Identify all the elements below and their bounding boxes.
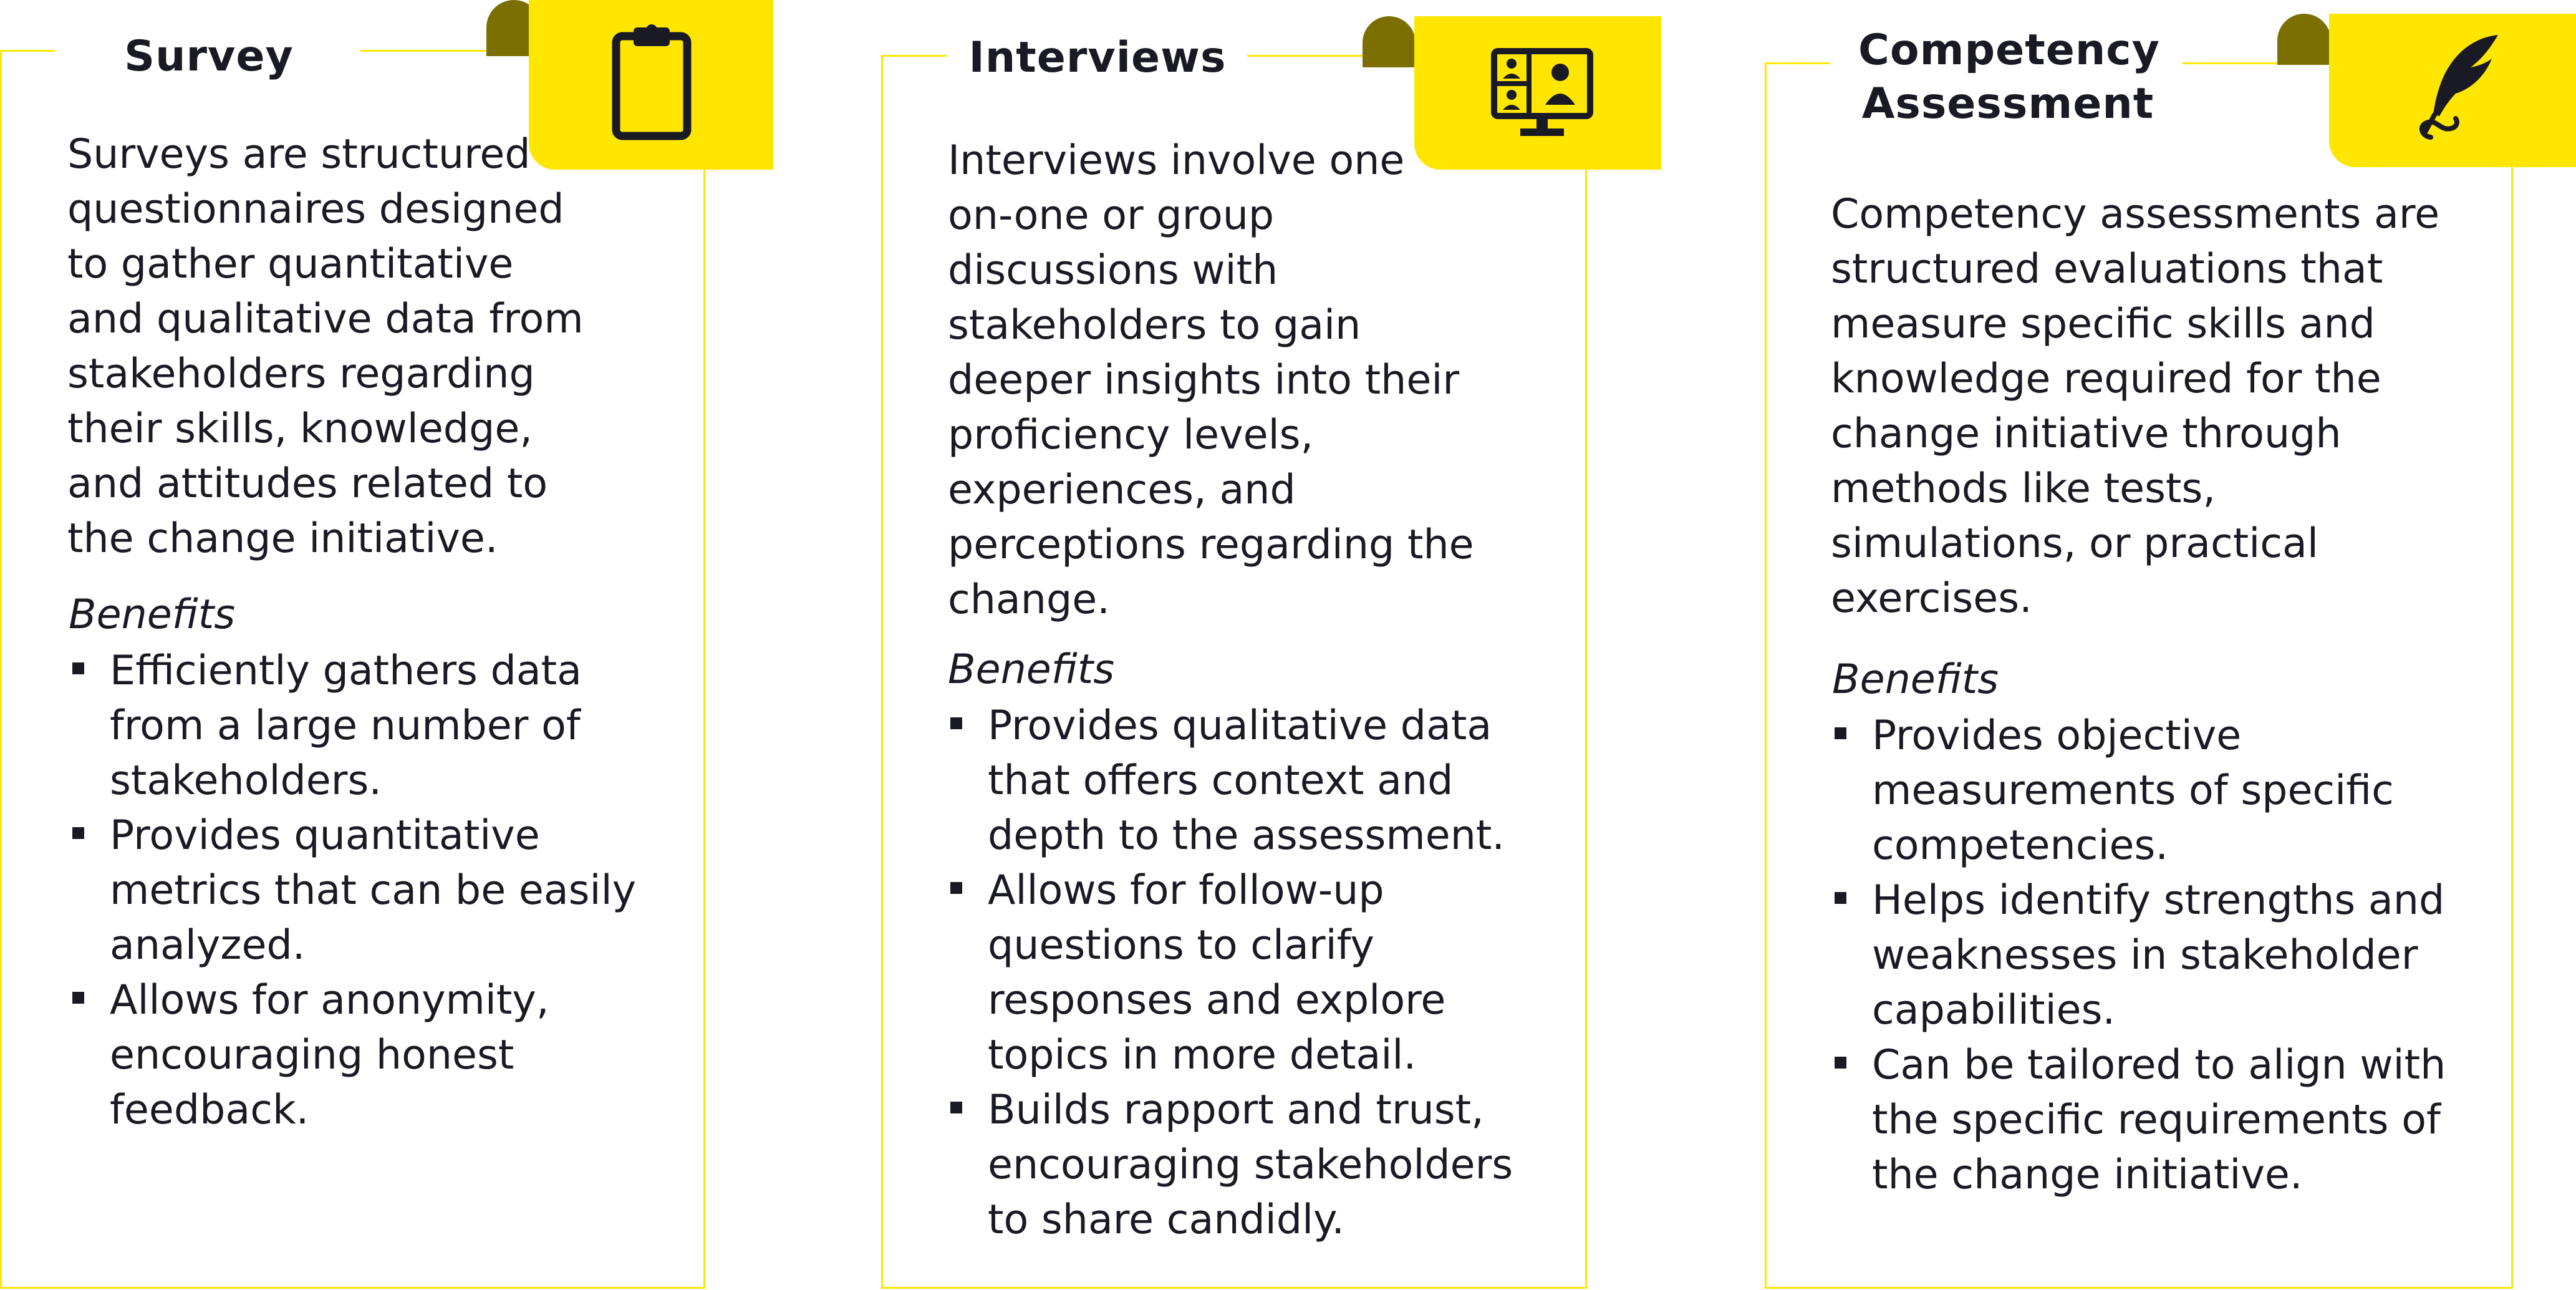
competency-panel-border bbox=[1765, 62, 2513, 1289]
interviews-benefits-heading: Benefits bbox=[948, 646, 1115, 693]
interviews-top-line-left bbox=[881, 55, 947, 57]
benefit-item: Helps identify strengths and weaknesses … bbox=[1832, 873, 2506, 1038]
survey-title: Survey bbox=[124, 32, 294, 81]
benefit-text: Allows for follow-up questions to clarif… bbox=[988, 867, 1446, 1079]
survey-benefits-heading: Benefits bbox=[69, 591, 236, 638]
bullet-icon bbox=[950, 882, 962, 894]
competency-benefits-heading: Benefits bbox=[1832, 656, 1999, 703]
benefit-item: Can be tailored to align with the specif… bbox=[1832, 1038, 2506, 1203]
survey-panel-border bbox=[0, 50, 705, 1289]
benefit-text: Helps identify strengths and weaknesses … bbox=[1872, 877, 2445, 1034]
quill-pen-icon bbox=[2412, 31, 2506, 143]
benefit-text: Can be tailored to align with the specif… bbox=[1872, 1042, 2446, 1198]
benefit-text: Provides objective measurements of speci… bbox=[1872, 712, 2394, 869]
benefit-item: Provides objective measurements of speci… bbox=[1832, 709, 2506, 873]
interviews-description: Interviews involve one on-one or group d… bbox=[948, 137, 1474, 623]
video-call-icon bbox=[1490, 47, 1594, 140]
benefit-text: Builds rapport and trust, encouraging st… bbox=[988, 1087, 1513, 1243]
survey-benefits-list: Efficiently gathers data from a large nu… bbox=[70, 644, 700, 1138]
benefit-item: Provides quantitative metrics that can b… bbox=[70, 808, 700, 973]
benefit-text: Provides quantitative metrics that can b… bbox=[110, 812, 637, 969]
bullet-icon bbox=[72, 992, 84, 1004]
benefit-text: Allows for anonymity, encouraging honest… bbox=[110, 977, 549, 1133]
bullet-icon bbox=[72, 827, 84, 839]
competency-top-line-right bbox=[2183, 62, 2338, 64]
competency-title: Competency Assessment bbox=[1858, 26, 2160, 129]
interviews-tab bbox=[1414, 16, 1661, 170]
competency-top-line-left bbox=[1765, 62, 1830, 64]
interviews-benefits-list: Provides qualitative data that offers co… bbox=[948, 699, 1578, 1248]
clipboard-icon bbox=[610, 24, 694, 142]
interviews-title: Interviews bbox=[968, 33, 1227, 82]
competency-tab-curl bbox=[2277, 14, 2331, 65]
benefit-item: Allows for anonymity, encouraging honest… bbox=[70, 973, 700, 1138]
survey-description: Surveys are structured questionnaires de… bbox=[67, 131, 584, 562]
bullet-icon bbox=[950, 717, 962, 729]
benefit-text: Provides qualitative data that offers co… bbox=[988, 702, 1505, 859]
competency-description: Competency assessments are structured ev… bbox=[1831, 191, 2440, 622]
benefit-item: Efficiently gathers data from a large nu… bbox=[70, 644, 700, 808]
benefit-item: Builds rapport and trust, encouraging st… bbox=[948, 1083, 1578, 1248]
competency-benefits-list: Provides objective measurements of speci… bbox=[1832, 709, 2506, 1203]
benefit-text: Efficiently gathers data from a large nu… bbox=[110, 647, 582, 804]
bullet-icon bbox=[950, 1102, 962, 1113]
interviews-top-line-right bbox=[1247, 55, 1428, 57]
bullet-icon bbox=[72, 662, 84, 674]
survey-top-line-left bbox=[0, 50, 55, 52]
interviews-tab-curl bbox=[1363, 16, 1416, 67]
bullet-icon bbox=[1835, 1057, 1846, 1069]
benefit-item: Allows for follow-up questions to clarif… bbox=[948, 863, 1578, 1083]
survey-top-line-right bbox=[360, 50, 529, 52]
benefit-item: Provides qualitative data that offers co… bbox=[948, 699, 1578, 863]
bullet-icon bbox=[1835, 727, 1846, 739]
interviews-panel-border bbox=[881, 55, 1587, 1289]
bullet-icon bbox=[1835, 892, 1846, 904]
